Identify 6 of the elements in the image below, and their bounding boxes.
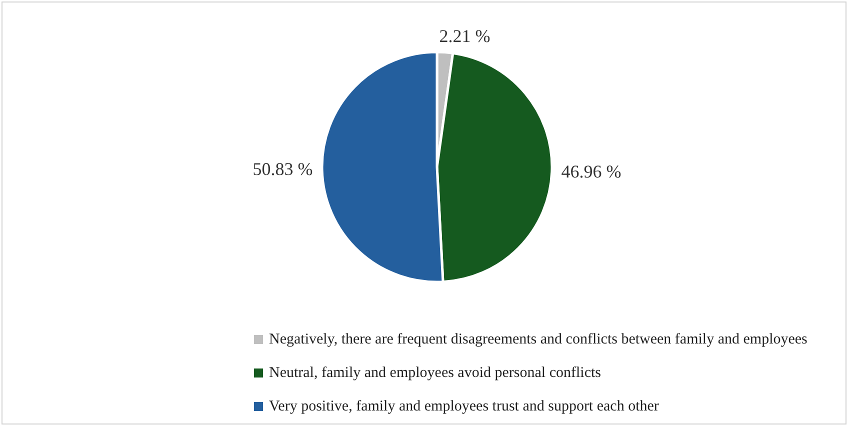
data-label: 50.83 % [252,158,313,179]
legend-label: Neutral, family and employees avoid personal conflicts [269,364,602,381]
data-label: 2.21 % [439,26,490,46]
legend-label: Negatively, there are frequent disagreements and conflicts between family and employees [269,331,808,348]
data-label: 46.96 % [561,161,622,182]
legend-label: Very positive, family and employees trust and support each other [269,398,659,414]
